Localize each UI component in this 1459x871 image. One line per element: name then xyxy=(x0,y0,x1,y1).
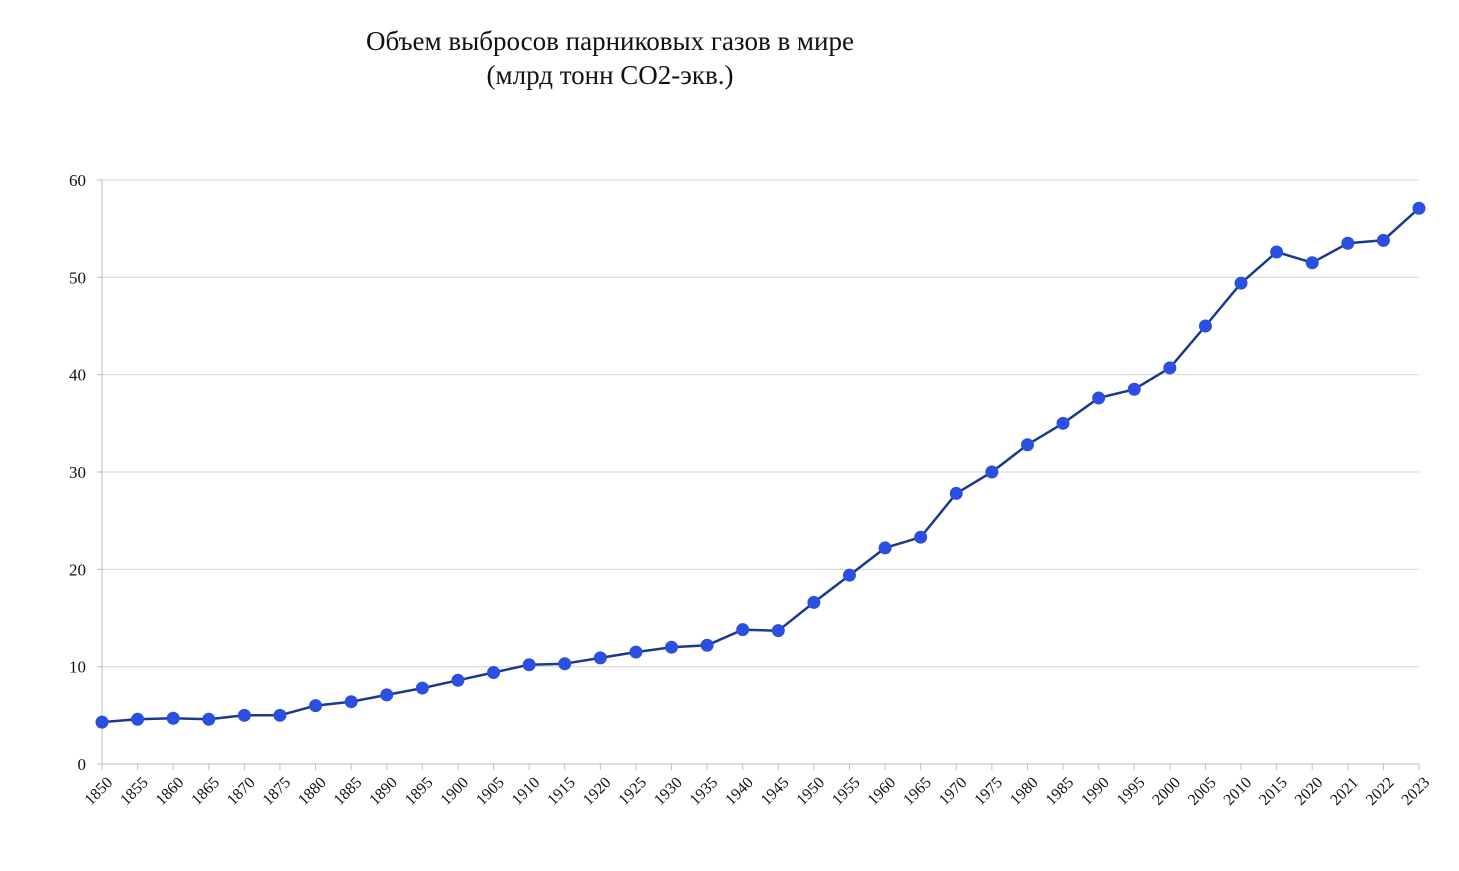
data-point xyxy=(1163,361,1177,375)
x-tick-label: 1930 xyxy=(651,774,686,809)
data-point xyxy=(593,651,607,665)
data-point xyxy=(985,465,999,479)
data-point xyxy=(202,712,216,726)
data-point xyxy=(380,688,394,702)
data-point xyxy=(1234,276,1248,290)
x-tick-label: 1850 xyxy=(82,774,117,809)
x-tick-label: 1865 xyxy=(188,774,223,809)
x-tick-label: 1960 xyxy=(865,774,900,809)
data-point xyxy=(344,695,358,709)
data-point xyxy=(914,530,928,544)
data-point xyxy=(949,486,963,500)
x-tick-label: 1890 xyxy=(366,774,401,809)
data-point xyxy=(558,657,572,671)
x-tick-label: 1995 xyxy=(1114,774,1149,809)
data-point xyxy=(415,681,429,695)
data-point xyxy=(487,666,501,680)
data-point xyxy=(1270,245,1284,259)
data-point xyxy=(1020,438,1034,452)
y-tick-label: 20 xyxy=(69,560,86,579)
x-tick-label: 1950 xyxy=(793,774,828,809)
data-point xyxy=(237,708,251,722)
x-tick-label: 2005 xyxy=(1185,774,1220,809)
x-tick-label: 1985 xyxy=(1043,774,1078,809)
x-tick-label: 2022 xyxy=(1363,774,1398,809)
data-point xyxy=(1198,319,1212,333)
data-point xyxy=(1305,256,1319,270)
x-tick-label: 1870 xyxy=(224,774,259,809)
x-tick-label: 1965 xyxy=(900,774,935,809)
x-tick-label: 1980 xyxy=(1007,774,1042,809)
y-tick-label: 50 xyxy=(69,268,86,287)
data-point xyxy=(451,673,465,687)
data-point xyxy=(878,541,892,555)
data-point xyxy=(807,595,821,609)
y-tick-label: 10 xyxy=(69,658,86,677)
data-point xyxy=(522,658,536,672)
data-point xyxy=(1127,382,1141,396)
data-point xyxy=(1092,391,1106,405)
data-point xyxy=(736,623,750,637)
data-point xyxy=(95,715,109,729)
x-tick-label: 1885 xyxy=(331,774,366,809)
chart-title-block: Объем выбросов парниковых газов в мире (… xyxy=(300,24,920,92)
x-tick-label: 1895 xyxy=(402,774,437,809)
x-tick-label: 1875 xyxy=(260,774,295,809)
x-tick-label: 1990 xyxy=(1078,774,1113,809)
data-point xyxy=(1056,416,1070,430)
data-point xyxy=(131,712,145,726)
y-tick-label: 30 xyxy=(69,463,86,482)
data-point xyxy=(309,699,323,713)
data-point xyxy=(700,638,714,652)
y-tick-label: 60 xyxy=(69,171,86,190)
gridlines xyxy=(102,179,1419,668)
x-tick-label: 1925 xyxy=(615,774,650,809)
data-point xyxy=(665,640,679,654)
chart-subtitle: (млрд тонн CO2-экв.) xyxy=(486,60,734,90)
x-tick-label: 1910 xyxy=(509,774,544,809)
data-point xyxy=(1412,201,1426,215)
x-tick-label: 2023 xyxy=(1399,774,1434,809)
axes xyxy=(97,179,1420,770)
y-tick-labels: 0 10 20 30 40 50 60 xyxy=(69,171,86,774)
data-point xyxy=(273,708,287,722)
data-point xyxy=(629,645,643,659)
x-tick-label: 1975 xyxy=(971,774,1006,809)
x-tick-label: 1880 xyxy=(295,774,330,809)
x-tick-label: 1860 xyxy=(153,774,188,809)
x-tick-label: 1945 xyxy=(758,774,793,809)
data-point xyxy=(842,568,856,582)
x-tick-label: 2000 xyxy=(1149,774,1184,809)
data-point xyxy=(1341,236,1355,250)
data-point xyxy=(166,711,180,725)
data-point xyxy=(771,624,785,638)
y-tick-label: 0 xyxy=(78,755,87,774)
series-group xyxy=(95,201,1426,729)
chart-title: Объем выбросов парниковых газов в мире xyxy=(366,26,854,56)
x-tick-label: 1940 xyxy=(722,774,757,809)
x-tick-label: 1915 xyxy=(544,774,579,809)
data-point xyxy=(1376,233,1390,247)
x-tick-label: 2021 xyxy=(1327,774,1362,809)
x-tick-label: 1955 xyxy=(829,774,864,809)
y-tick-label: 40 xyxy=(69,366,86,385)
x-tick-label: 1905 xyxy=(473,774,508,809)
x-tick-label: 1900 xyxy=(437,774,472,809)
x-tick-label: 1920 xyxy=(580,774,615,809)
x-tick-label: 2020 xyxy=(1292,774,1327,809)
x-tick-label: 2010 xyxy=(1221,774,1256,809)
series-line xyxy=(101,207,1420,724)
x-tick-label: 2015 xyxy=(1256,774,1291,809)
x-tick-label: 1935 xyxy=(687,774,722,809)
x-tick-label: 1970 xyxy=(936,774,971,809)
x-tick-labels: 1850 1855 1860 1865 1870 1875 1880 1885 1890 1895… xyxy=(82,774,1434,809)
x-tick-label: 1855 xyxy=(117,774,152,809)
